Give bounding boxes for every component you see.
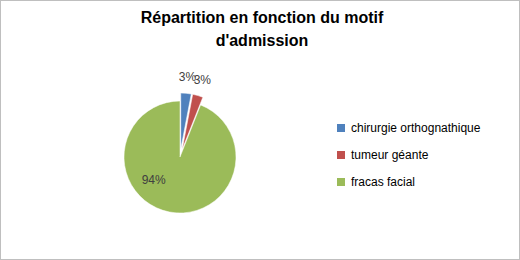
legend: chirurgie orthognathique tumeur géante fra… [337, 121, 481, 189]
legend-label: fracas facial [351, 175, 415, 189]
legend-swatch [337, 124, 345, 132]
title-line: Répartition en fonction du motif [141, 9, 384, 26]
title: Répartition en fonction du motif d'admiss… [141, 9, 384, 49]
data-label: 3% [194, 73, 212, 87]
legend-label: chirurgie orthognathique [351, 121, 481, 135]
legend-swatch [337, 151, 345, 159]
legend-label: tumeur géante [351, 148, 429, 162]
slice [124, 101, 236, 213]
title-line: d'admission [216, 32, 309, 49]
frame [1, 1, 520, 260]
legend-swatch [337, 178, 345, 186]
chart: Répartition en fonction du motif d'admiss… [0, 0, 520, 260]
data-label: 94% [142, 173, 166, 187]
pie [124, 93, 236, 213]
